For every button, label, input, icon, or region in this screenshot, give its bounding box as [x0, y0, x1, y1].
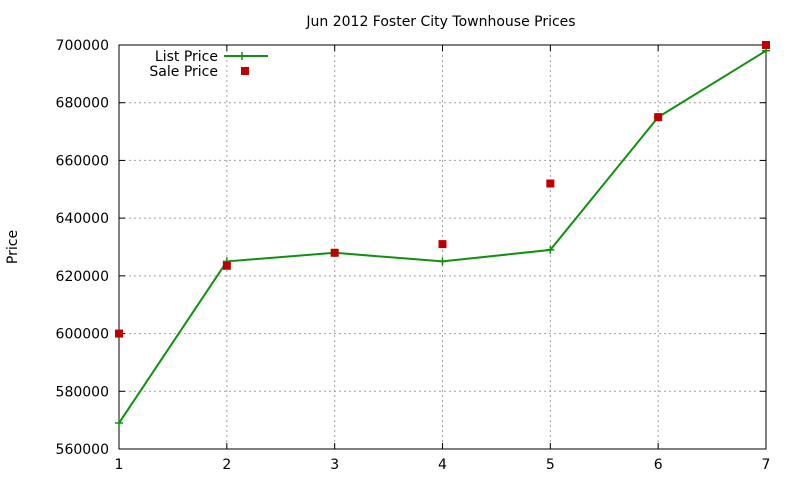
x-tick-label: 3 — [330, 457, 339, 473]
y-tick-label: 640000 — [56, 211, 109, 227]
sale-price-point — [762, 41, 770, 49]
y-tick-label: 680000 — [56, 96, 109, 112]
series-layer — [115, 41, 770, 428]
legend: List Price Sale Price — [149, 49, 268, 80]
x-tick-label: 1 — [115, 457, 124, 473]
axis-ticks: 560000 580000 600000 620000 640000 660000 6800… — [56, 38, 771, 473]
sale-price-point — [222, 261, 231, 270]
list-price-point — [115, 419, 123, 428]
y-tick-label: 600000 — [56, 327, 109, 343]
list-price-point — [438, 257, 447, 266]
x-tick-label: 6 — [654, 457, 663, 473]
legend-label-list-price: List Price — [155, 49, 218, 65]
sale-price-point — [438, 240, 447, 249]
list-price-point — [546, 245, 555, 254]
y-tick-label: 660000 — [56, 153, 109, 169]
y-axis-label: Price — [5, 230, 21, 264]
sale-price-point — [115, 329, 123, 338]
y-tick-label: 580000 — [56, 384, 109, 400]
sale-price-point — [546, 179, 555, 188]
y-tick-label: 560000 — [56, 442, 109, 458]
legend-marker-sale-price — [241, 67, 249, 75]
sale-price-point — [654, 113, 663, 122]
legend-label-sale-price: Sale Price — [149, 64, 218, 80]
x-tick-label: 5 — [546, 457, 555, 473]
x-tick-label: 7 — [762, 457, 771, 473]
x-tick-label: 2 — [222, 457, 231, 473]
x-tick-label: 4 — [438, 457, 447, 473]
y-tick-label: 620000 — [56, 269, 109, 285]
chart-title: Jun 2012 Foster City Townhouse Prices — [305, 14, 575, 30]
sale-price-point — [330, 248, 339, 257]
y-tick-label: 700000 — [56, 38, 109, 54]
legend-marker-list-price — [238, 52, 246, 60]
